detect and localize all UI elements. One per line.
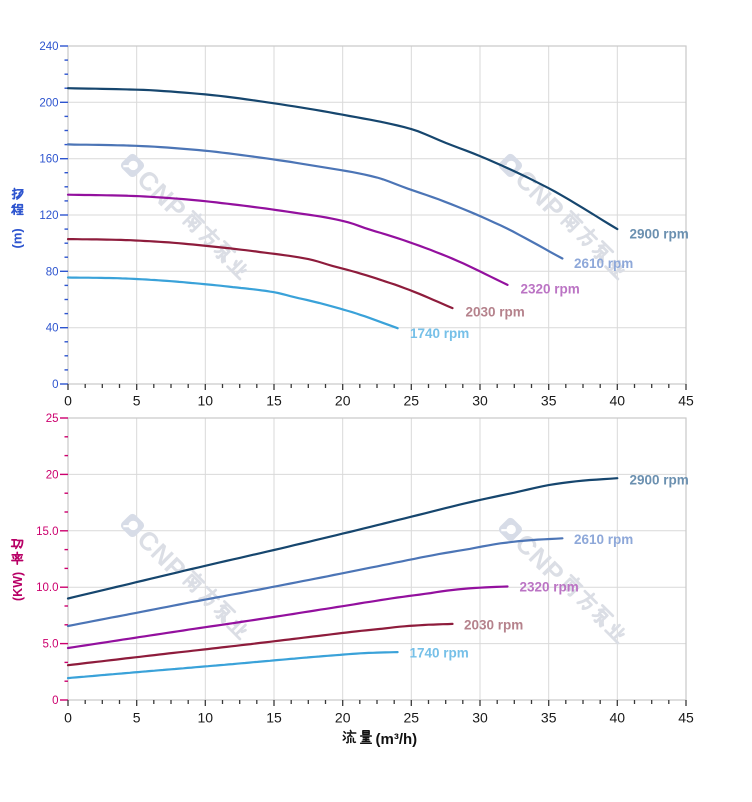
svg-text:2900 rpm: 2900 rpm bbox=[630, 227, 689, 242]
svg-text:5: 5 bbox=[133, 710, 141, 726]
svg-text:45: 45 bbox=[678, 710, 694, 726]
svg-text:40: 40 bbox=[610, 710, 626, 726]
svg-text:20: 20 bbox=[46, 469, 59, 481]
svg-text:10: 10 bbox=[198, 393, 214, 409]
svg-text:45: 45 bbox=[678, 393, 694, 409]
svg-text:10.0: 10.0 bbox=[36, 582, 58, 594]
svg-text:35: 35 bbox=[541, 710, 557, 726]
svg-text:2610 rpm: 2610 rpm bbox=[574, 532, 633, 547]
svg-text:2320 rpm: 2320 rpm bbox=[521, 282, 580, 297]
svg-text:1740 rpm: 1740 rpm bbox=[410, 646, 469, 661]
svg-text:80: 80 bbox=[46, 266, 59, 278]
svg-text:15: 15 bbox=[266, 393, 282, 409]
svg-text:35: 35 bbox=[541, 393, 557, 409]
svg-text:0: 0 bbox=[64, 393, 72, 409]
svg-text:0: 0 bbox=[52, 695, 58, 707]
svg-text:40: 40 bbox=[46, 323, 59, 335]
svg-text:25: 25 bbox=[46, 413, 59, 425]
svg-text:15: 15 bbox=[266, 710, 282, 726]
svg-text:(m): (m) bbox=[10, 228, 25, 248]
svg-text:5: 5 bbox=[133, 393, 141, 409]
svg-text:(m³/h): (m³/h) bbox=[376, 731, 418, 748]
svg-text:(KW): (KW) bbox=[11, 572, 25, 601]
svg-text:200: 200 bbox=[39, 97, 58, 109]
svg-text:10: 10 bbox=[198, 710, 214, 726]
svg-text:160: 160 bbox=[39, 154, 58, 166]
svg-text:25: 25 bbox=[404, 710, 420, 726]
svg-text:2320 rpm: 2320 rpm bbox=[520, 580, 579, 595]
svg-text:2030 rpm: 2030 rpm bbox=[466, 305, 525, 320]
svg-text:2610 rpm: 2610 rpm bbox=[574, 256, 633, 271]
svg-text:0: 0 bbox=[64, 710, 72, 726]
svg-text:0: 0 bbox=[52, 379, 58, 391]
svg-text:20: 20 bbox=[335, 710, 351, 726]
svg-text:240: 240 bbox=[39, 41, 58, 53]
svg-text:2900 rpm: 2900 rpm bbox=[630, 473, 689, 488]
svg-text:15.0: 15.0 bbox=[36, 526, 58, 538]
svg-text:30: 30 bbox=[472, 710, 488, 726]
svg-text:25: 25 bbox=[404, 393, 420, 409]
svg-text:120: 120 bbox=[39, 210, 58, 222]
svg-text:1740 rpm: 1740 rpm bbox=[410, 326, 469, 341]
svg-text:40: 40 bbox=[610, 393, 626, 409]
svg-text:5.0: 5.0 bbox=[43, 639, 59, 651]
svg-text:20: 20 bbox=[335, 393, 351, 409]
svg-text:2030 rpm: 2030 rpm bbox=[464, 618, 523, 633]
svg-text:30: 30 bbox=[472, 393, 488, 409]
